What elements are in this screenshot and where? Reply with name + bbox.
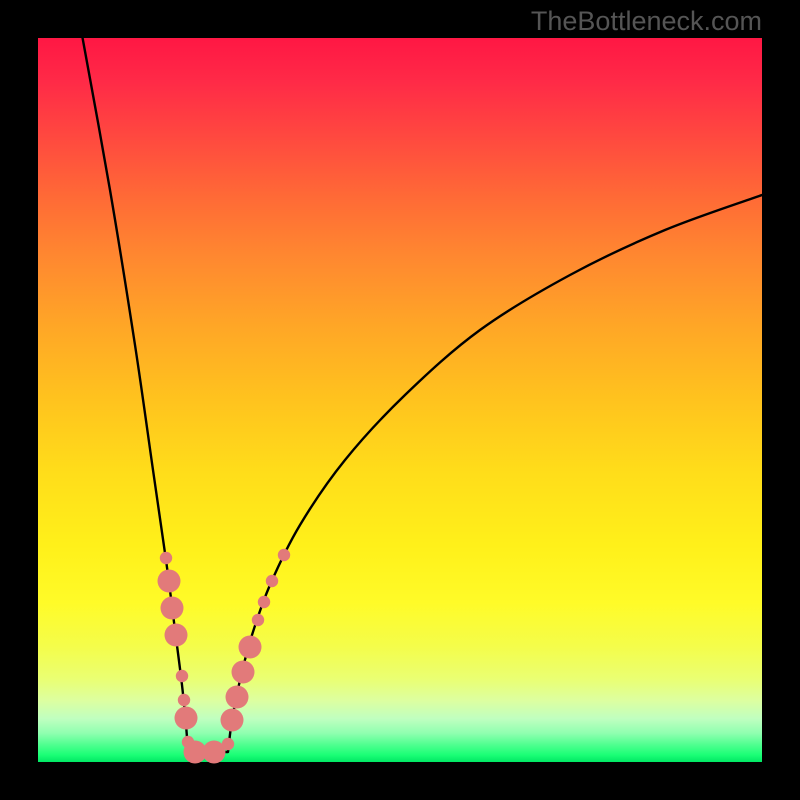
chart-container: TheBottleneck.com xyxy=(0,0,800,800)
data-marker xyxy=(226,686,249,709)
data-marker xyxy=(239,636,262,659)
data-marker xyxy=(222,738,234,750)
data-marker xyxy=(232,661,255,684)
data-marker xyxy=(278,549,290,561)
data-marker xyxy=(161,597,184,620)
data-marker xyxy=(178,694,190,706)
data-marker xyxy=(266,575,278,587)
data-marker xyxy=(252,614,264,626)
data-marker xyxy=(175,707,198,730)
chart-svg xyxy=(0,0,800,800)
data-marker xyxy=(176,670,188,682)
data-marker xyxy=(158,570,181,593)
data-marker xyxy=(221,709,244,732)
data-marker xyxy=(165,624,188,647)
data-marker xyxy=(258,596,270,608)
data-marker xyxy=(160,552,172,564)
